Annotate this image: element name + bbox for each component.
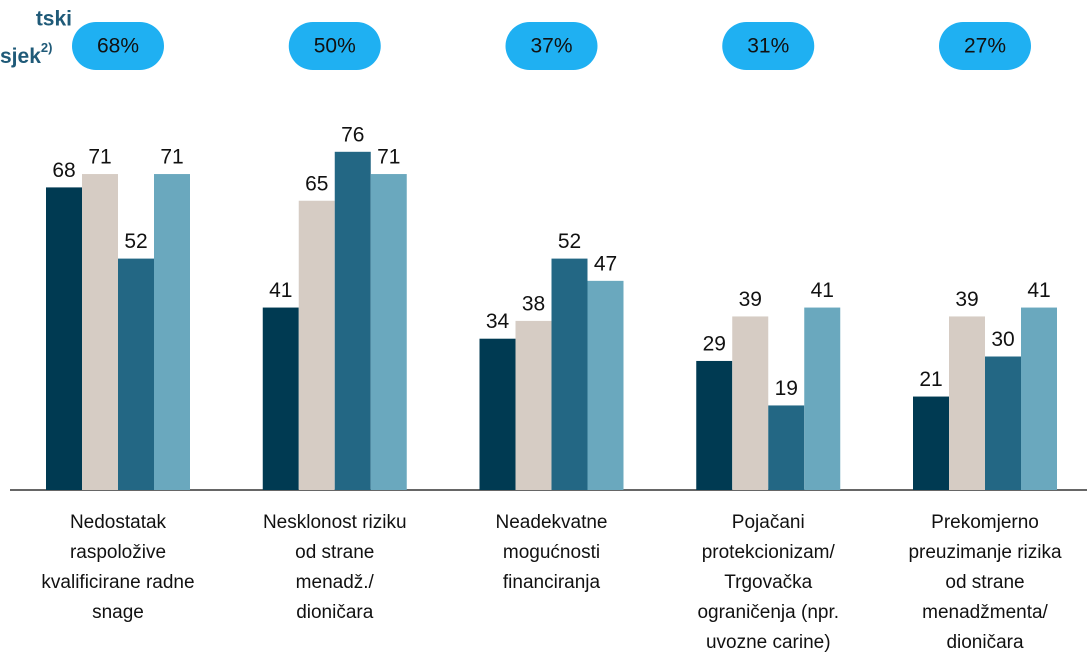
value-label: 65 — [305, 172, 328, 195]
total-label: 27% — [964, 35, 1006, 58]
total-label: 68% — [97, 35, 139, 58]
value-label: 41 — [269, 279, 292, 302]
total-label: 37% — [530, 35, 572, 58]
total-bubble — [288, 22, 381, 70]
value-label: 29 — [703, 332, 726, 355]
bar — [768, 405, 805, 490]
title-line: tski — [36, 8, 72, 31]
value-label: 34 — [486, 310, 510, 333]
value-label: 71 — [377, 146, 400, 169]
bar — [479, 338, 516, 490]
category-label: Nedostatak raspoložive kvalificirane rad… — [41, 512, 195, 623]
bar — [154, 174, 190, 491]
category-label: Neadekvatne mogućnosti financiranja — [495, 512, 608, 593]
bar — [551, 258, 588, 490]
bar — [298, 200, 335, 490]
bar — [262, 307, 299, 490]
value-label: 52 — [124, 230, 147, 253]
total-bubble — [939, 22, 1031, 70]
total-bubble — [722, 22, 815, 70]
total-label: 31% — [747, 35, 789, 58]
value-label: 76 — [341, 123, 364, 146]
bar — [370, 174, 407, 491]
total-bubble — [505, 22, 598, 70]
value-label: 71 — [88, 146, 111, 169]
bar — [118, 258, 154, 490]
bar — [985, 356, 1021, 490]
value-label: 39 — [739, 288, 762, 311]
total-bubble — [72, 22, 164, 70]
value-label: 68 — [52, 159, 75, 182]
bar — [46, 187, 82, 490]
value-label: 47 — [594, 252, 617, 275]
bar — [587, 280, 624, 490]
value-label: 21 — [919, 368, 942, 391]
value-label: 41 — [811, 279, 834, 302]
total-label: 50% — [314, 35, 356, 58]
value-label: 38 — [522, 292, 545, 315]
value-label: 41 — [1027, 279, 1050, 302]
title-line: sjek2) — [0, 40, 52, 67]
bar — [949, 316, 985, 490]
bar — [732, 316, 769, 490]
category-label: Prekomjerno preuzimanje rizika od strane… — [908, 512, 1062, 653]
bar — [913, 396, 949, 490]
bar — [515, 320, 552, 490]
title-text: sjek — [0, 45, 41, 68]
category-label: Nesklonost riziku od strane menadž./ dio… — [262, 512, 407, 623]
value-label: 52 — [558, 230, 581, 253]
bar — [804, 307, 841, 490]
value-label: 39 — [955, 288, 978, 311]
value-label: 19 — [775, 377, 798, 400]
bar — [334, 151, 371, 491]
value-label: 71 — [160, 146, 183, 169]
bar — [696, 360, 733, 490]
value-label: 30 — [991, 328, 1014, 351]
bar — [1021, 307, 1057, 490]
bar — [82, 174, 118, 491]
title-note: 2) — [41, 40, 53, 55]
category-label: Pojačani protekcionizam/ Trgovačka ogran… — [697, 512, 840, 653]
